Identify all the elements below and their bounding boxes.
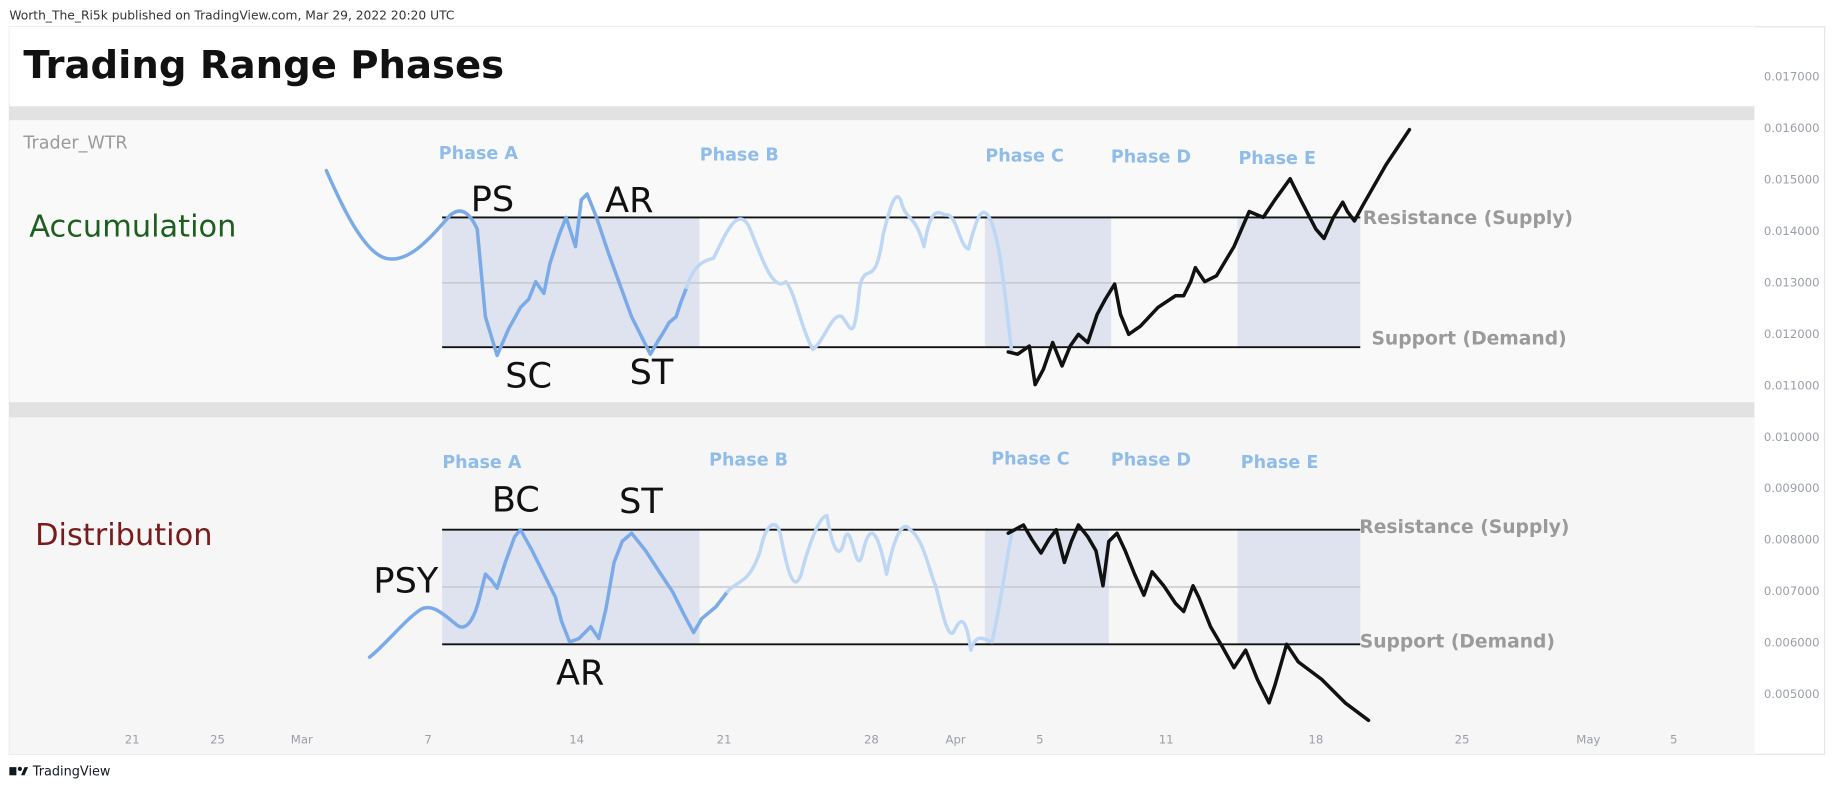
event-label: ST xyxy=(619,481,663,522)
distribution-panel xyxy=(9,417,1755,755)
level-label: Resistance (Supply) xyxy=(1359,517,1569,538)
price-curve xyxy=(1006,127,1412,387)
event-label: BC xyxy=(492,480,540,521)
time-axis-label: 11 xyxy=(1159,733,1174,747)
event-label: SC xyxy=(505,356,552,397)
time-axis-label: 14 xyxy=(569,733,584,747)
price-axis-label: 0.011000 xyxy=(1764,378,1820,392)
event-label: AR xyxy=(556,653,604,694)
time-axis-label: 5 xyxy=(1036,733,1043,747)
watermark: Trader_WTR xyxy=(22,134,127,154)
phase-label: Phase A xyxy=(442,453,522,473)
time-axis-label: 18 xyxy=(1308,733,1323,747)
time-axis-label: 28 xyxy=(864,733,879,747)
footer-logo xyxy=(9,766,29,776)
level-label: Resistance (Supply) xyxy=(1363,208,1573,229)
time-axis-label: 21 xyxy=(125,733,140,747)
phase-label: Phase C xyxy=(991,450,1069,470)
price-axis-label: 0.016000 xyxy=(1764,121,1820,135)
phase-label: Phase D xyxy=(1111,451,1191,471)
price-axis-label: 0.012000 xyxy=(1764,327,1820,341)
title-box xyxy=(9,26,1755,104)
phase-label: Phase E xyxy=(1241,453,1319,473)
price-curve xyxy=(1006,523,1371,723)
phase-label: Phase E xyxy=(1238,149,1316,169)
price-axis-label: 0.015000 xyxy=(1764,172,1820,186)
title: Trading Range Phases xyxy=(23,43,504,88)
price-axis-label: 0.008000 xyxy=(1764,533,1820,547)
time-axis-label: Apr xyxy=(945,733,965,747)
time-axis-label: Mar xyxy=(291,733,313,747)
accumulation-panel xyxy=(9,120,1755,403)
level-label: Support (Demand) xyxy=(1371,329,1566,350)
price-axis-label: 0.006000 xyxy=(1764,636,1820,650)
price-axis-label: 0.005000 xyxy=(1764,687,1820,701)
panel-name: Accumulation xyxy=(29,209,236,244)
level-label: Support (Demand) xyxy=(1360,631,1555,652)
price-curve xyxy=(684,195,1014,354)
publisher-line: Worth_The_Ri5k published on TradingView.… xyxy=(9,9,454,23)
event-label: PS xyxy=(471,179,514,220)
price-axis-label: 0.014000 xyxy=(1764,224,1820,238)
time-axis-label: 21 xyxy=(717,733,732,747)
phase-label: Phase B xyxy=(700,145,779,165)
separator xyxy=(9,106,1755,121)
event-label: ST xyxy=(630,352,674,393)
axes: 0.017000 0.016000 0.015000 0.014000 0.013000… xyxy=(125,70,1820,747)
price-axis-label: 0.009000 xyxy=(1764,481,1820,495)
time-axis-label: 7 xyxy=(424,733,431,747)
price-curve xyxy=(324,168,689,358)
price-axis-label: 0.007000 xyxy=(1764,584,1820,598)
event-label: PSY xyxy=(373,560,438,601)
price-curve xyxy=(367,527,730,659)
price-axis-label: 0.010000 xyxy=(1764,430,1820,444)
time-axis-label: May xyxy=(1576,733,1600,747)
phase-label: Phase C xyxy=(985,147,1063,167)
price-axis-label: 0.013000 xyxy=(1764,275,1820,289)
separator xyxy=(9,402,1755,418)
time-axis-label: 25 xyxy=(210,733,225,747)
event-label: AR xyxy=(605,180,653,221)
time-axis-label: 5 xyxy=(1670,733,1677,747)
price-curve xyxy=(725,513,1014,652)
phase-label: Phase B xyxy=(709,451,788,471)
time-axis-label: 25 xyxy=(1455,733,1470,747)
panel-name: Distribution xyxy=(35,518,212,553)
footer-brand: TradingView xyxy=(32,764,111,779)
phase-label: Phase D xyxy=(1111,148,1191,168)
price-axis-label: 0.017000 xyxy=(1764,70,1820,84)
phase-label: Phase A xyxy=(439,144,519,164)
